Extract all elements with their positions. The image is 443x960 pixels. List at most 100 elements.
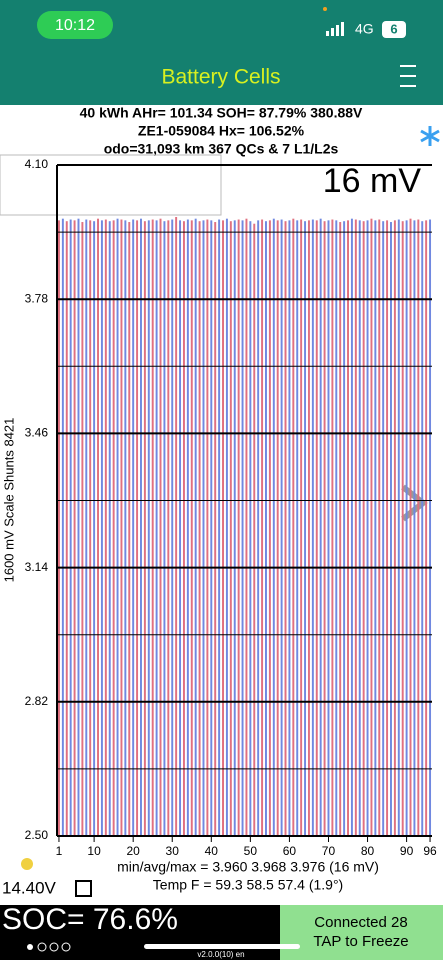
bar [315, 220, 318, 837]
bar [307, 220, 310, 837]
bar [249, 221, 252, 837]
bar [171, 219, 174, 837]
bar [77, 218, 80, 836]
bar [124, 220, 127, 837]
bar [374, 220, 377, 837]
bar [132, 219, 135, 837]
bar [128, 222, 131, 836]
bar [175, 217, 178, 836]
x-tick-label: 60 [283, 844, 297, 858]
bar [366, 220, 369, 837]
summary-line: Temp F = 59.3 58.5 57.4 (1.9°) [153, 877, 343, 893]
bar [272, 218, 275, 836]
bar [362, 221, 365, 837]
bar [409, 218, 412, 836]
bar [155, 220, 158, 837]
bar [296, 220, 299, 837]
annotation: 16 mV [323, 162, 422, 200]
bar [93, 221, 96, 837]
bar [222, 220, 224, 837]
bar [265, 221, 267, 837]
bar [401, 221, 404, 837]
info-line: ZE1-059084 Hx= 106.52% [138, 123, 305, 139]
bar [206, 219, 209, 837]
bar [405, 220, 408, 837]
x-tick-label: 30 [166, 844, 180, 858]
bar [413, 220, 416, 837]
x-tick-label: 70 [322, 844, 336, 858]
bar [116, 218, 119, 836]
bar [108, 221, 111, 837]
dot [323, 7, 327, 11]
bar [179, 220, 182, 837]
soc-panel [0, 905, 280, 960]
bar [261, 219, 264, 837]
bar [370, 218, 373, 836]
calendar-icon[interactable] [75, 880, 92, 897]
bar [319, 218, 322, 836]
bar [311, 219, 314, 837]
x-tick-label: 96 [423, 844, 437, 858]
y-tick-label: 3.46 [25, 426, 49, 440]
bar [323, 221, 326, 837]
bar [284, 221, 287, 837]
connected: Connected 28 [314, 914, 407, 931]
bar [276, 220, 279, 837]
bar [136, 220, 139, 837]
bar [198, 221, 201, 837]
bar [159, 218, 162, 836]
bar [104, 219, 107, 837]
bar [339, 222, 342, 836]
bar [190, 220, 193, 837]
bar [429, 219, 432, 837]
bar [300, 219, 303, 837]
bar [97, 218, 99, 836]
info-line: 40 kWh AHr= 101.34 SOH= 87.79% 380.88V [80, 105, 363, 121]
bar [214, 222, 217, 836]
bar [347, 220, 349, 837]
y-tick-label: 3.14 [25, 560, 49, 574]
bar [229, 221, 232, 837]
voltage: 14.40V [2, 878, 57, 897]
bar [81, 222, 84, 836]
bar [85, 219, 88, 837]
summary-line: min/avg/max = 3.960 3.968 3.976 (16 mV) [117, 859, 379, 875]
y-tick-label: 2.82 [25, 694, 49, 708]
y-axis-label: 1600 mV Scale Shunts 8421 [1, 418, 16, 583]
bar [378, 219, 381, 837]
overlay-box [0, 154, 222, 216]
menu-button[interactable] [400, 65, 416, 87]
bar [163, 221, 166, 837]
page-dots [27, 942, 71, 952]
info-line: odo=31,093 km 367 QCs & 7 L1/L2s [104, 141, 339, 157]
bar [288, 220, 291, 837]
tap-freeze: TAP to Freeze [313, 933, 408, 950]
bar [202, 220, 205, 837]
bar [268, 220, 271, 837]
version: v2.0.0(10) en [197, 950, 244, 959]
bulb-icon[interactable] [21, 858, 33, 870]
y-tick-label: 2.50 [25, 828, 49, 842]
bar [100, 220, 103, 837]
y-tick-label: 3.78 [25, 291, 49, 305]
bar [237, 219, 240, 837]
bar [386, 220, 389, 837]
freeze-button[interactable] [280, 905, 443, 960]
bar [343, 221, 346, 837]
bar [335, 220, 338, 837]
bar [425, 220, 428, 837]
x-tick-label: 40 [205, 844, 219, 858]
bar [350, 218, 353, 836]
screen-title: Battery Cells [161, 66, 280, 89]
bar [253, 223, 256, 836]
x-tick-label: 20 [126, 844, 140, 858]
bar [257, 220, 260, 837]
star-button[interactable] [420, 126, 440, 146]
y-tick-label: 4.10 [25, 157, 49, 171]
bar [151, 219, 154, 837]
status-battery: 6 [390, 21, 397, 36]
bar [382, 221, 385, 837]
signal-icon [326, 22, 344, 36]
bar [304, 221, 307, 837]
